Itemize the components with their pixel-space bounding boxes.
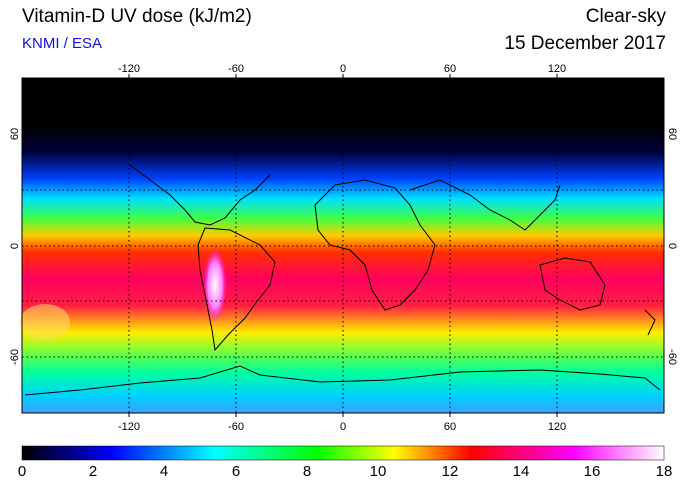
africa-coast [314, 179, 436, 311]
colorbar [21, 445, 665, 461]
lon-tick-top: 0 [340, 63, 346, 75]
colorbar-label: 2 [88, 463, 98, 480]
lon-tick-bottom: 120 [548, 421, 566, 433]
colorbar-label: 16 [583, 463, 601, 480]
pacific-high-dose [20, 304, 70, 340]
map-ticks [128, 74, 558, 417]
lat-tick-right: 60 [666, 128, 678, 140]
map-grid [22, 78, 664, 413]
lat-tick-right: 0 [666, 243, 678, 249]
lon-tick-top: 120 [548, 63, 566, 75]
asia-coast [409, 179, 561, 231]
lon-tick-top: 60 [444, 63, 456, 75]
credit-label: KNMI / ESA [22, 35, 103, 52]
colorbar-label: 4 [159, 463, 169, 480]
lon-tick-bottom: 60 [444, 421, 456, 433]
colorbar-label: 10 [369, 463, 387, 480]
sky-condition: Clear-sky [585, 6, 666, 27]
andes-high-dose [203, 247, 227, 323]
lon-tick-bottom: 0 [340, 421, 346, 433]
colorbar-label: 14 [512, 463, 530, 480]
colorbar-label: 18 [655, 463, 673, 480]
lon-tick-bottom: -120 [118, 421, 140, 433]
lat-tick-left: 0 [9, 243, 21, 249]
new-zealand-coast [644, 309, 656, 336]
colorbar-label: 12 [441, 463, 459, 480]
colorbar-label: 6 [231, 463, 241, 480]
map-title: Vitamin-D UV dose (kJ/m2) [22, 6, 252, 27]
lon-tick-top: -60 [228, 63, 244, 75]
lat-tick-left: 60 [9, 128, 21, 140]
lat-tick-right: -60 [666, 349, 678, 365]
colorbar-label: 8 [302, 463, 312, 480]
lat-tick-left: -60 [9, 349, 21, 365]
lon-tick-bottom: -60 [228, 421, 244, 433]
antarctica-coast [24, 365, 661, 396]
map-date: 15 December 2017 [504, 33, 666, 54]
australia-coast [539, 257, 606, 311]
colorbar-label: 0 [17, 463, 27, 480]
map-frame [21, 77, 665, 414]
north-america-coast [129, 164, 271, 226]
lon-tick-top: -120 [118, 63, 140, 75]
